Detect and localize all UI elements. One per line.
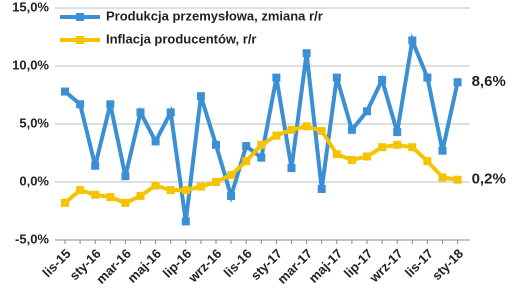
point: [106, 100, 115, 109]
x-tick-label: sty-18: [429, 246, 466, 283]
point: [453, 175, 462, 184]
value-label: 8,6%: [472, 73, 506, 90]
point: [332, 150, 341, 159]
point: [347, 125, 356, 134]
x-tick-label: maj-17: [306, 246, 346, 286]
point: [363, 107, 371, 116]
point: [317, 126, 326, 135]
point: [196, 92, 205, 101]
x-tick-label: mar-17: [274, 246, 315, 287]
y-tick-label: 5,0%: [19, 115, 49, 130]
point: [272, 131, 281, 140]
point: [302, 49, 311, 58]
point: [181, 186, 190, 195]
x-tick-label: wrz-16: [185, 246, 225, 286]
legend-label: Inflacja producentów, r/r: [106, 31, 256, 46]
point: [76, 186, 85, 195]
point: [106, 193, 115, 202]
point: [287, 125, 296, 134]
point: [393, 128, 402, 137]
y-tick-label: 15,0%: [12, 0, 49, 14]
point: [151, 181, 160, 190]
y-tick-label: 0,0%: [19, 173, 49, 188]
point: [212, 140, 220, 149]
point: [378, 143, 387, 152]
point: [61, 198, 69, 207]
value-label: 0,2%: [472, 171, 506, 188]
point: [393, 140, 402, 149]
legend-label: Produkcja przemysłowa, zmiana r/r: [106, 8, 323, 23]
x-tick-label: wrz-17: [366, 246, 406, 286]
point: [242, 142, 251, 151]
point: [423, 73, 432, 82]
point: [61, 87, 69, 96]
point: [408, 36, 417, 45]
point: [76, 100, 85, 109]
point: [227, 191, 236, 200]
point: [347, 155, 356, 164]
point: [91, 190, 100, 199]
point: [408, 143, 417, 152]
point: [242, 157, 251, 166]
point: [121, 172, 130, 181]
point: [136, 191, 145, 200]
point: [121, 198, 130, 207]
point: [257, 153, 266, 162]
point: [438, 146, 447, 155]
point: [302, 122, 311, 131]
x-tick-label: maj-16: [124, 246, 164, 286]
point: [151, 137, 160, 146]
point: [91, 161, 100, 170]
point: [166, 108, 175, 117]
y-tick-label: 10,0%: [12, 57, 49, 72]
point: [181, 217, 190, 226]
point: [166, 186, 175, 195]
point: [212, 178, 220, 186]
point: [332, 73, 341, 82]
y-tick-label: -5,0%: [15, 231, 49, 246]
point: [453, 78, 462, 87]
point: [363, 152, 371, 161]
point: [317, 184, 326, 193]
point: [257, 140, 266, 149]
point: [272, 73, 281, 82]
point: [136, 108, 145, 117]
point: [227, 171, 236, 180]
point: [196, 182, 205, 191]
point: [438, 173, 447, 182]
x-tick-label: mar-16: [93, 246, 134, 287]
legend-marker: [76, 13, 84, 21]
point: [287, 164, 296, 173]
legend-marker: [76, 36, 84, 44]
point: [378, 75, 387, 84]
point: [423, 157, 432, 166]
